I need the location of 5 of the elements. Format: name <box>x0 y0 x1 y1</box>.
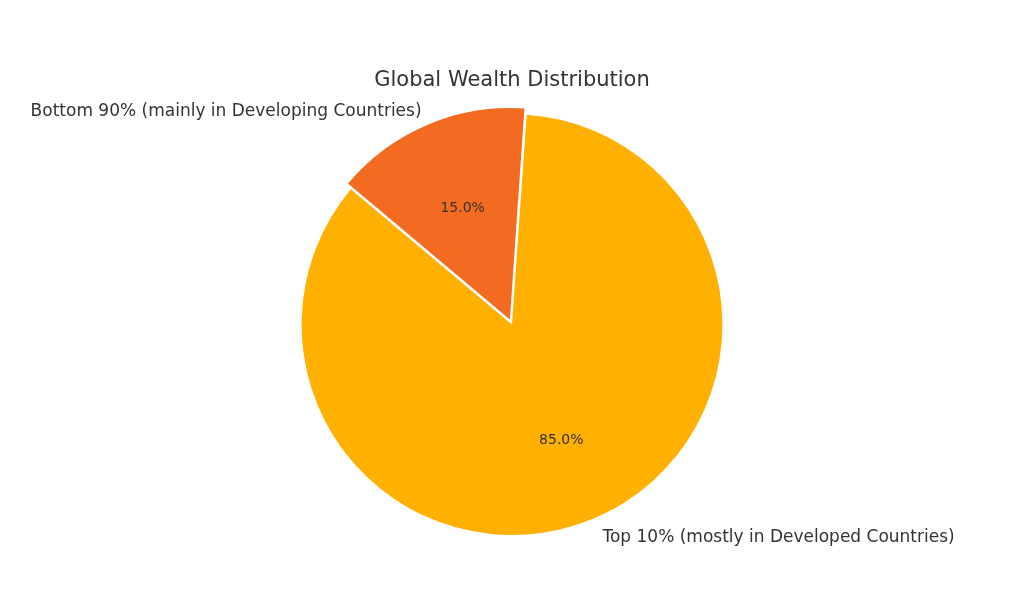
data-label: 15.0% <box>440 199 485 216</box>
data-label: 85.0% <box>539 431 584 448</box>
slice-label: Top 10% (mostly in Developed Countries) <box>601 526 955 547</box>
chart-title: Global Wealth Distribution <box>374 67 650 92</box>
slice-label: Bottom 90% (mainly in Developing Countries) <box>30 99 422 120</box>
